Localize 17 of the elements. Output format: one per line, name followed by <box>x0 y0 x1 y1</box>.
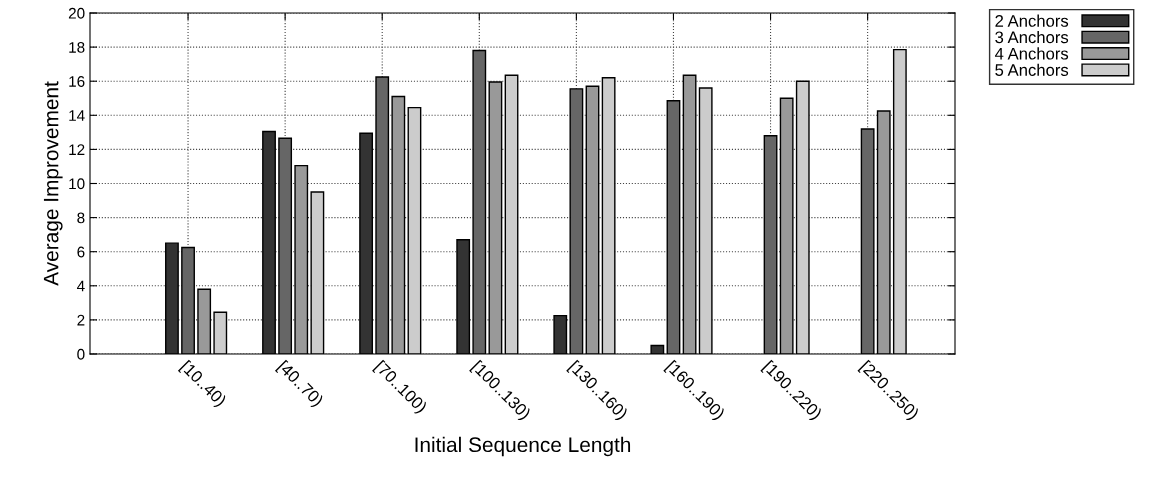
legend-label: 2 Anchors <box>995 14 1069 27</box>
y-tick-label: 16 <box>69 76 85 87</box>
y-tick-label: 20 <box>68 7 85 19</box>
y-tick-label: 0 <box>77 348 85 360</box>
y-tick-label: 2 <box>77 314 85 326</box>
legend-label: 4 Anchors <box>994 47 1069 60</box>
y-tick-label: 8 <box>77 212 85 224</box>
y-axis-title: Average Improvement <box>43 81 63 286</box>
y-tick-label: 14 <box>69 110 85 121</box>
y-tick-label: 18 <box>69 41 85 53</box>
y-tick-label: 10 <box>69 178 85 190</box>
legend-label: 5 Anchors <box>995 63 1069 76</box>
y-tick-label: 4 <box>76 280 85 292</box>
y-tick-label: 12 <box>69 144 85 155</box>
y-tick-label: 6 <box>77 246 85 258</box>
legend-label: 3 Anchors <box>995 30 1069 44</box>
x-axis-title: Initial Sequence Length <box>415 436 631 457</box>
